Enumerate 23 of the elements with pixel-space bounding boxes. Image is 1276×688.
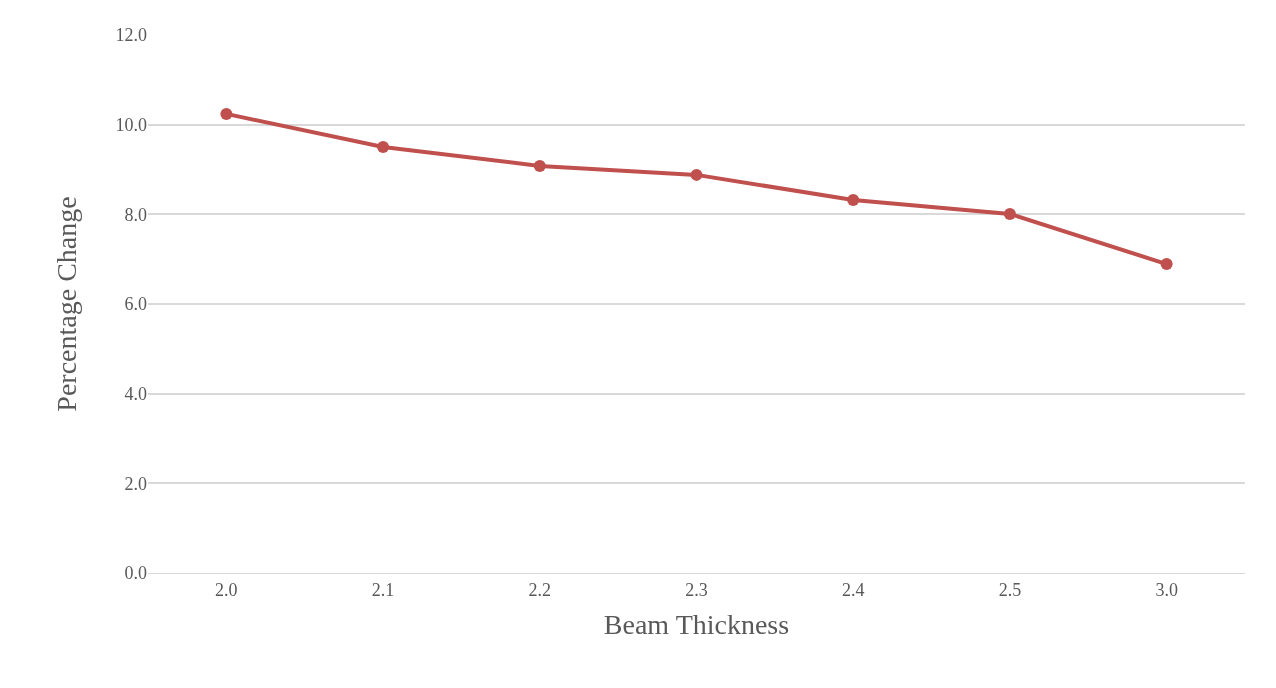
- x-tick-label: 2.4: [841, 579, 865, 600]
- x-tick-label: 2.2: [528, 579, 552, 600]
- y-tick-label: 12.0: [115, 25, 147, 46]
- point: [1003, 207, 1016, 220]
- point: [220, 107, 233, 120]
- y-tick-label: 0.0: [124, 563, 147, 584]
- y-tick-label: 4.0: [124, 383, 147, 404]
- y-tick-label: 2.0: [124, 473, 147, 494]
- y-tick-label: 8.0: [124, 204, 147, 225]
- y-tick-label: 6.0: [124, 294, 147, 315]
- y-tick-label: 10.0: [115, 114, 147, 135]
- point: [690, 168, 703, 181]
- x-tick-label: 2.3: [685, 579, 708, 600]
- x-tick-label: 2.0: [215, 579, 238, 600]
- x-axis-title: Beam Thickness: [603, 608, 790, 640]
- x-tick-label: 2.1: [371, 579, 395, 600]
- point: [847, 193, 860, 206]
- point: [533, 159, 546, 172]
- point: [377, 141, 390, 154]
- y-axis-title: Percentage Change: [51, 196, 83, 412]
- x-tick-label: 3.0: [1155, 579, 1178, 600]
- x-tick-label: 2.5: [998, 579, 1022, 600]
- point: [1160, 258, 1173, 271]
